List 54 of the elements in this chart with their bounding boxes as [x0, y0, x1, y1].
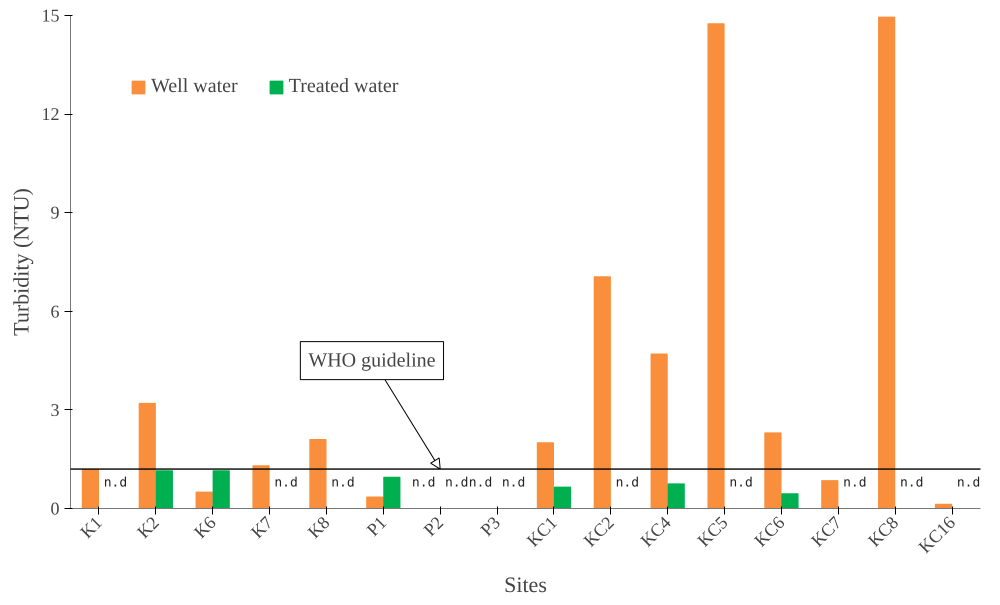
x-tick-label: P1	[362, 512, 390, 540]
x-tick-label: P2	[420, 512, 448, 540]
bar	[554, 486, 572, 508]
bar	[156, 470, 173, 508]
y-tick-label: 3	[50, 400, 60, 420]
x-tick-label: P3	[476, 512, 504, 540]
y-tick-label: 0	[50, 498, 60, 518]
data-label: n.d	[468, 476, 492, 490]
bar	[82, 468, 100, 508]
bar	[650, 354, 668, 508]
legend-label: Treated water	[288, 75, 398, 98]
bar	[138, 402, 156, 508]
data-label: n.d	[444, 476, 468, 490]
data-label: n.d	[616, 476, 640, 490]
bar	[309, 438, 327, 508]
bar	[878, 16, 896, 508]
bar	[707, 23, 725, 508]
y-tick-label: 6	[50, 301, 60, 322]
data-label: n.d	[274, 476, 298, 490]
x-tick-label: KC8	[864, 512, 902, 551]
bar	[196, 492, 213, 508]
data-label: n.d	[331, 476, 355, 490]
x-tick-label: K2	[133, 512, 163, 542]
bar	[764, 432, 782, 508]
x-tick-label: K6	[190, 512, 220, 542]
x-tick-label: K8	[304, 512, 334, 542]
bar	[366, 496, 384, 508]
data-label: n.d	[729, 476, 753, 490]
data-label: n.d	[502, 476, 526, 490]
bar	[821, 480, 838, 508]
x-tick-label: K1	[76, 512, 106, 542]
bar	[934, 504, 952, 508]
x-tick-label: KC1	[522, 512, 562, 551]
bar	[668, 483, 685, 508]
bar	[383, 476, 400, 508]
bar	[252, 465, 270, 508]
y-axis-title: Turbidity (NTU)	[8, 188, 34, 336]
data-label: n.d	[956, 476, 980, 490]
x-tick-label: KC2	[580, 512, 618, 551]
annotation: WHO guideline	[308, 350, 436, 372]
x-tick-label: K7	[246, 512, 277, 542]
y-tick-label: 12	[42, 104, 60, 124]
data-label: n.d	[900, 476, 924, 490]
legend-label: Well water	[151, 75, 238, 98]
data-label: n.d	[843, 476, 867, 490]
bar	[781, 493, 799, 508]
x-axis-title: Sites	[504, 572, 547, 598]
data-label: n.d	[104, 476, 128, 490]
y-tick-label: 9	[50, 202, 60, 223]
data-label: n.d	[412, 476, 436, 490]
bar	[594, 276, 611, 508]
y-tick-label: 15	[42, 6, 60, 26]
bar	[536, 442, 554, 508]
bar	[212, 470, 230, 508]
